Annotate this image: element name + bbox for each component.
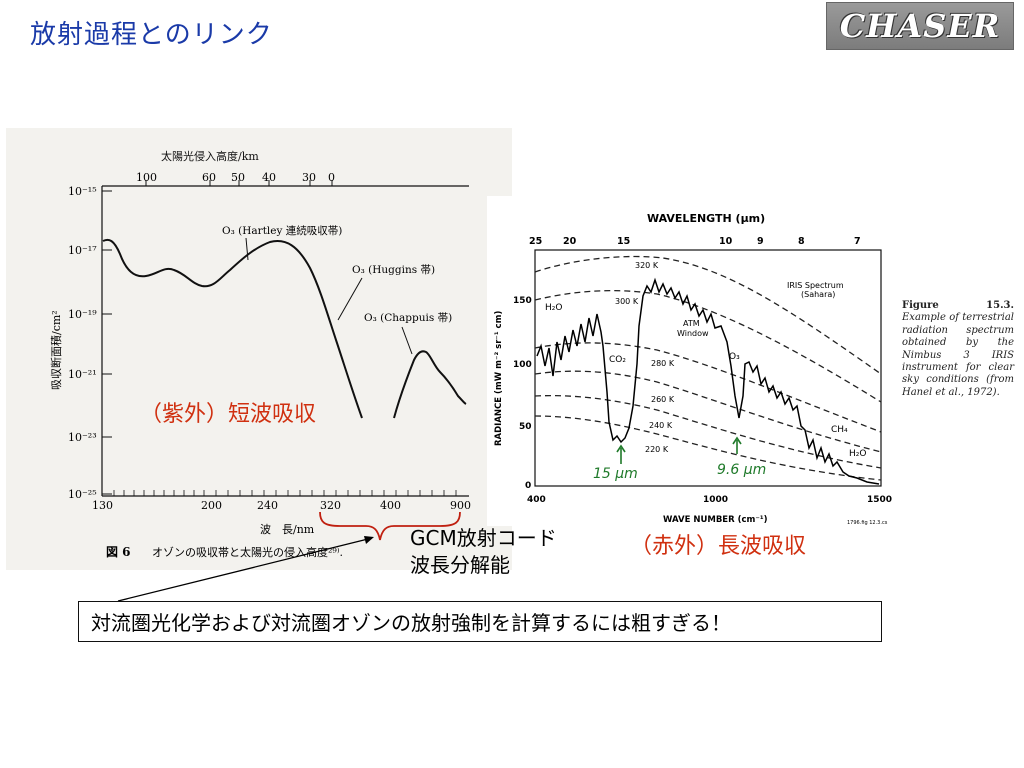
temp-label: 240 K [649,421,673,430]
wavelength-title: WAVELENGTH (μm) [647,212,765,225]
y-tick: 10⁻²⁵ [68,488,97,501]
y-tick: 50 [519,422,532,432]
top-tick: 60 [202,171,216,184]
top-tick: 7 [854,236,861,247]
temp-label: 220 K [645,445,669,454]
top-tick: 10 [719,236,733,247]
x-axis-label: 波 長/nm [260,523,315,536]
top-tick: 9 [757,236,764,247]
gcm-line2: 波長分解能 [410,553,510,577]
atm-window-label: Window [677,329,709,338]
legend-text: IRIS Spectrum [787,281,844,290]
x-tick: 400 [527,495,546,505]
x-axis-label: WAVE NUMBER (cm⁻¹) [663,515,768,525]
chappuis-curve [393,350,467,419]
top-tick: 100 [136,171,157,184]
corner-code: 1796.fig 12.3.cs [847,520,888,526]
chappuis-annotation: O₃ (Chappuis 帯) [364,311,452,324]
gcm-resolution-label: GCM放射コード 波長分解能 [410,525,557,579]
gcm-line1: GCM放射コード [410,526,557,550]
y-tick: 0 [525,481,531,491]
x-tick: 1500 [867,495,892,505]
top-axis-title: 太陽光侵入高度/km [161,149,259,163]
species-label: CH₄ [831,425,848,435]
caption-body: Example of terrestrial radiation spectru… [902,312,1014,398]
hartley-annotation: O₃ (Hartley 連続吸収帯) [222,224,342,237]
range-bracket [319,511,461,541]
top-tick: 30 [302,171,316,184]
y-tick: 10⁻²¹ [68,368,97,381]
x-tick: 400 [380,499,401,512]
handwritten-15um: 15 μm [593,466,638,482]
top-tick: 25 [529,236,542,247]
top-tick: 8 [798,236,805,247]
hartley-huggins-curve [102,238,363,419]
x-tick: 240 [257,499,278,512]
ozone-absorption-figure: 太陽光侵入高度/km 100 60 50 40 30 0 10⁻¹⁵ 10⁻¹⁷… [6,128,512,570]
x-tick: 900 [450,499,471,512]
top-tick: 15 [617,236,630,247]
iris-spectrum-svg: WAVELENGTH (μm) 25 20 15 10 9 8 7 150 10… [494,212,892,526]
y-tick: 10⁻¹⁹ [68,308,97,321]
caption-figure-label: Figure 15.3. [902,300,1014,311]
y-tick: 100 [513,360,532,370]
y-axis-label: RADIANCE (mW m⁻² sr⁻¹ cm) [494,311,504,446]
temp-label: 320 K [635,261,659,270]
atm-window-label: ATM [683,319,700,328]
ozone-absorption-svg: 太陽光侵入高度/km 100 60 50 40 30 0 10⁻¹⁵ 10⁻¹⁷… [49,149,471,559]
conclusion-box: 対流圏光化学および対流圏オゾンの放射強制を計算するには粗すぎる！ [78,601,882,642]
logo-text: CHASER [839,7,1001,45]
handwritten-9-6um: 9.6 μm [717,462,766,478]
species-label: CO₂ [609,355,626,365]
species-label: H₂O [849,449,866,459]
x-tick: 130 [92,499,113,512]
temp-label: 260 K [651,395,675,404]
temp-label: 280 K [651,359,675,368]
y-axis-label: 吸収断面積/cm² [49,310,63,390]
y-tick: 150 [513,296,532,306]
x-tick: 320 [320,499,341,512]
right-figure-caption: Figure 15.3. Example of terrestrial radi… [902,300,1014,399]
top-tick: 0 [328,171,335,184]
page-title: 放射過程とのリンク [30,20,273,50]
iris-spectrum-figure: WAVELENGTH (μm) 25 20 15 10 9 8 7 150 10… [487,196,893,526]
ir-longwave-label: （赤外）長波吸収 [630,534,807,559]
left-caption-label: 図 6 [106,545,131,559]
chaser-logo: CHASER [826,2,1014,50]
x-tick: 200 [201,499,222,512]
top-tick: 20 [563,236,577,247]
temp-label: 300 K [615,297,639,306]
species-label: H₂O [545,303,562,313]
species-label: O₃ [729,352,740,362]
y-tick: 10⁻¹⁵ [68,185,97,198]
x-tick: 1000 [703,495,728,505]
huggins-annotation: O₃ (Huggins 帯) [352,263,435,276]
legend-text: (Sahara) [801,290,835,299]
y-tick: 10⁻¹⁷ [68,244,97,257]
top-tick: 40 [262,171,276,184]
iris-spectrum-line [536,277,880,485]
uv-shortwave-label: （紫外）短波吸収 [140,402,317,427]
top-tick: 50 [231,171,245,184]
y-tick: 10⁻²³ [68,431,97,444]
conclusion-text: 対流圏光化学および対流圏オゾンの放射強制を計算するには粗すぎる！ [91,611,731,635]
